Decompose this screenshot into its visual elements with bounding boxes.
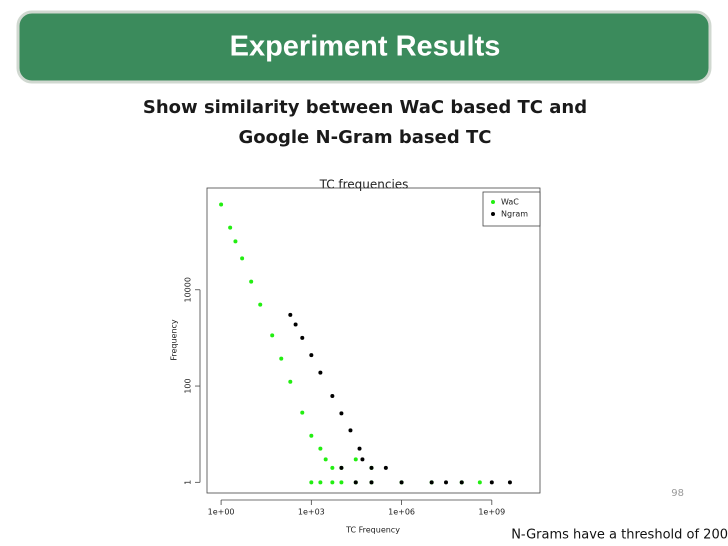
data-point [309, 480, 314, 485]
data-point [293, 322, 298, 327]
data-point [360, 457, 365, 462]
data-point [507, 480, 512, 485]
y-tick-label: 10000 [184, 277, 193, 302]
data-point [459, 480, 464, 485]
data-point [353, 457, 358, 462]
plot-frame [206, 187, 541, 494]
data-point [383, 465, 388, 470]
subtitle-line: Google N-Gram based TC [239, 127, 492, 148]
chart-title: TC frequencies [319, 178, 409, 192]
legend-label: WaC [501, 198, 519, 207]
data-point [270, 333, 275, 338]
data-point [330, 394, 335, 399]
data-point [228, 225, 233, 230]
data-point [353, 480, 358, 485]
data-point [323, 457, 328, 462]
legend-label: Ngram [501, 210, 528, 219]
data-point [288, 312, 293, 317]
data-point [300, 335, 305, 340]
slide-title: Experiment Results [230, 31, 501, 63]
x-tick-label: 1e+06 [388, 508, 415, 517]
data-point [339, 480, 344, 485]
data-point [489, 480, 494, 485]
data-point [318, 370, 323, 375]
x-axis-label: TC Frequency [345, 526, 400, 535]
subtitle-line: Show similarity between WaC based TC and [143, 97, 587, 118]
y-tick-label: 100 [184, 378, 193, 393]
data-point [330, 480, 335, 485]
data-point [258, 302, 263, 307]
data-point [318, 446, 323, 451]
data-point [309, 433, 314, 438]
data-point [369, 480, 374, 485]
x-tick-label: 1e+00 [208, 508, 235, 517]
data-point [330, 465, 335, 470]
data-point [288, 379, 293, 384]
footer-note: N-Grams have a threshold of 200 [511, 528, 728, 543]
data-point [477, 480, 482, 485]
data-point [339, 411, 344, 416]
data-point [429, 480, 434, 485]
data-point [339, 465, 344, 470]
data-point [249, 279, 254, 284]
data-point [357, 446, 362, 451]
data-point [348, 428, 353, 433]
y-tick-label: 1 [184, 480, 193, 485]
data-point [309, 353, 314, 358]
data-point [318, 480, 323, 485]
data-point [219, 202, 224, 207]
data-point [399, 480, 404, 485]
legend-marker [491, 200, 495, 204]
y-axis-label: Frequency [170, 319, 179, 361]
x-tick-label: 1e+03 [298, 508, 325, 517]
data-point [369, 465, 374, 470]
data-point [233, 239, 238, 244]
data-point [444, 480, 449, 485]
data-point [240, 256, 245, 261]
legend-box [482, 191, 541, 227]
title-banner [16, 10, 712, 84]
page-number: 98 [671, 488, 684, 499]
x-tick-label: 1e+09 [478, 508, 505, 517]
legend-marker [491, 212, 495, 216]
data-point [279, 356, 284, 361]
data-point [300, 410, 305, 415]
